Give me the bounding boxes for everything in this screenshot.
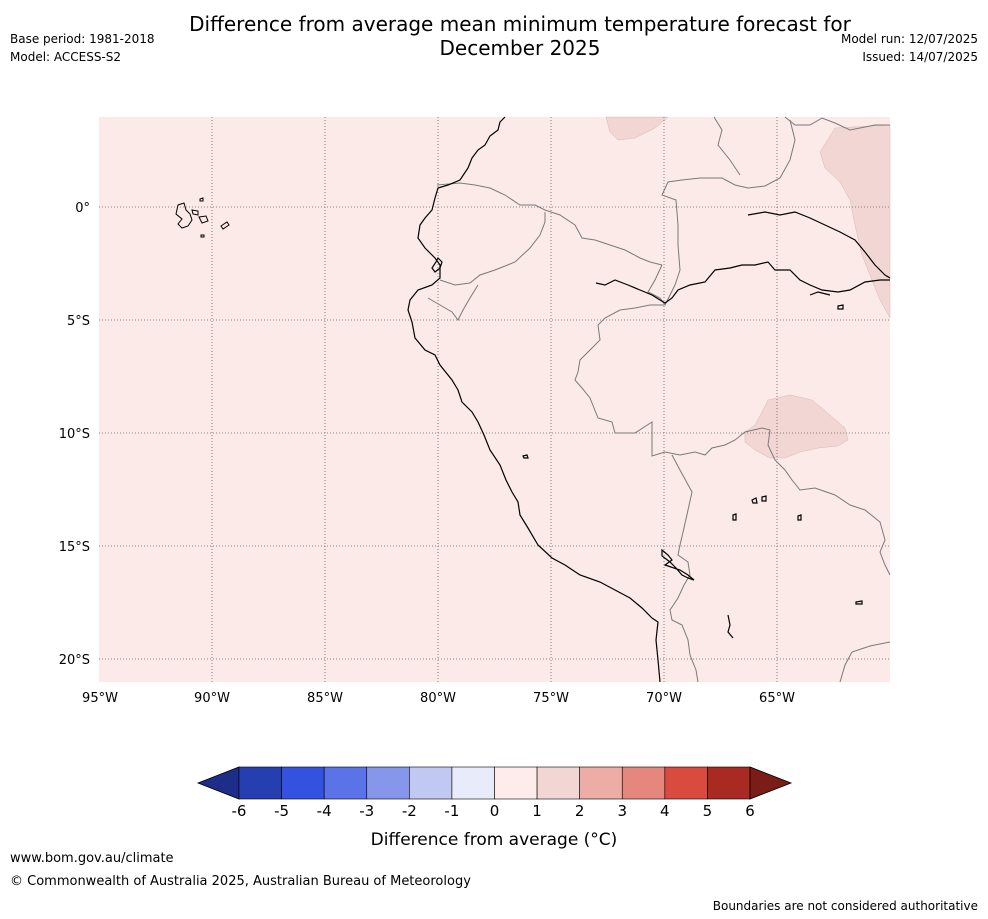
coastline-gulf-guayaquil — [431, 256, 443, 273]
colorbar-segment — [323, 766, 368, 800]
island-isabela — [175, 202, 193, 229]
colorbar-segment — [409, 766, 453, 800]
colorbar-segment — [664, 766, 708, 800]
colorbar-segment — [238, 766, 282, 800]
coastlines — [407, 116, 891, 683]
colorbar-tick-label: 1 — [532, 802, 542, 820]
lat-label-15s: 15°S — [59, 540, 90, 555]
title-line-1: Difference from average mean minimum tem… — [189, 12, 851, 36]
colorbar-tick-label: -4 — [317, 802, 332, 820]
source-url: www.bom.gov.au/climate — [10, 851, 174, 866]
graticule — [99, 117, 890, 682]
lat-label-10s: 10°S — [59, 427, 90, 442]
river-branch-south — [809, 291, 831, 296]
colorbar-tick-label: -1 — [444, 802, 459, 820]
colorbar-tick-label: 4 — [660, 802, 670, 820]
river-small-1 — [727, 614, 734, 639]
colorbar-tick-label: -5 — [274, 802, 289, 820]
lon-label-75w: 75°W — [533, 691, 569, 706]
meta-right: Model run: 12/07/2025 Issued: 14/07/2025 — [841, 30, 978, 66]
colorbar-segment — [579, 766, 623, 800]
colorbar-tick-label: 0 — [490, 802, 500, 820]
river-amazon — [595, 261, 890, 304]
island-san-cristobal — [220, 221, 230, 230]
longitude-labels: 95°W 90°W 85°W 80°W 75°W 70°W 65°W — [82, 691, 795, 706]
lon-label-70w: 70°W — [646, 691, 682, 706]
lat-label-5s: 5°S — [67, 314, 90, 329]
title-line-2: December 2025 — [439, 36, 601, 60]
map-panel — [99, 116, 891, 683]
colorbar-extend-high — [749, 766, 793, 800]
island-espanola — [200, 234, 205, 238]
lake-small-1 — [522, 454, 529, 459]
river-rio-negro — [747, 211, 891, 279]
border-colombia-ecuador — [436, 182, 663, 266]
lake-small-2 — [751, 497, 758, 504]
issued-date: Issued: 14/07/2025 — [862, 50, 978, 64]
border-peru-brazil — [574, 304, 891, 576]
colorbar-segment — [707, 766, 751, 800]
colorbar-tick-label: -2 — [402, 802, 417, 820]
anomaly-patch-north — [605, 116, 669, 141]
model-name: Model: ACCESS-S2 — [10, 50, 122, 64]
colorbar-segment — [621, 766, 666, 800]
island-genovesa — [199, 197, 204, 202]
colorbar-segment — [451, 766, 495, 800]
colorbar-segment — [494, 766, 538, 800]
island-santa-cruz — [198, 215, 209, 224]
border-peru-north — [427, 284, 479, 321]
lon-label-95w: 95°W — [82, 691, 118, 706]
colorbar-tick-label: 3 — [617, 802, 627, 820]
border-venezuela-north — [713, 116, 741, 176]
country-borders — [427, 116, 891, 683]
colorbar-segment — [536, 766, 580, 800]
colorbar-extend-low — [196, 766, 240, 800]
border-ecuador-peru — [439, 212, 546, 286]
lake-small-6 — [855, 600, 863, 605]
latitude-labels: 0° 5°S 10°S 15°S 20°S — [59, 201, 90, 668]
border-chile-argentina — [839, 641, 891, 683]
galapagos-islands — [175, 197, 230, 238]
colorbar-segment — [281, 766, 325, 800]
lat-label-0: 0° — [75, 201, 90, 216]
base-period: Base period: 1981-2018 — [10, 32, 155, 46]
map-background — [99, 117, 890, 682]
lake-small-7 — [837, 304, 844, 310]
anomaly-patch-central — [744, 394, 849, 459]
lon-label-90w: 90°W — [194, 691, 230, 706]
boundary-disclaimer: Boundaries are not considered authoritat… — [712, 899, 978, 913]
colorbar-tick-label: 5 — [703, 802, 713, 820]
coastline-pacific — [407, 116, 661, 683]
colorbar-title: Difference from average (°C) — [371, 830, 618, 850]
meta-left: Base period: 1981-2018 Model: ACCESS-S2 — [10, 30, 155, 66]
lake-small-4 — [797, 514, 802, 521]
colorbar-tick-label: 6 — [745, 802, 755, 820]
anomaly-patch-northeast — [819, 124, 891, 319]
colorbar: -6 -5 -4 -3 -2 -1 0 1 2 3 4 5 6 — [196, 766, 793, 820]
lake-titicaca — [661, 548, 695, 581]
lon-label-80w: 80°W — [420, 691, 456, 706]
border-peru-bolivia — [669, 454, 699, 683]
lake-small-3 — [761, 495, 767, 502]
colorbar-tick-label: -3 — [359, 802, 374, 820]
chart-title: Difference from average mean minimum tem… — [150, 12, 890, 60]
lat-label-20s: 20°S — [59, 653, 90, 668]
lon-label-65w: 65°W — [759, 691, 795, 706]
colorbar-segment — [366, 766, 410, 800]
copyright-notice: © Commonwealth of Australia 2025, Austra… — [10, 874, 471, 889]
lake-small-5 — [732, 513, 737, 521]
model-run: Model run: 12/07/2025 — [840, 32, 978, 46]
lon-label-85w: 85°W — [307, 691, 343, 706]
colorbar-tick-label: 2 — [575, 802, 585, 820]
border-guyana — [784, 116, 890, 131]
island-santiago — [191, 209, 199, 216]
colorbar-tick-label: -6 — [232, 802, 247, 820]
